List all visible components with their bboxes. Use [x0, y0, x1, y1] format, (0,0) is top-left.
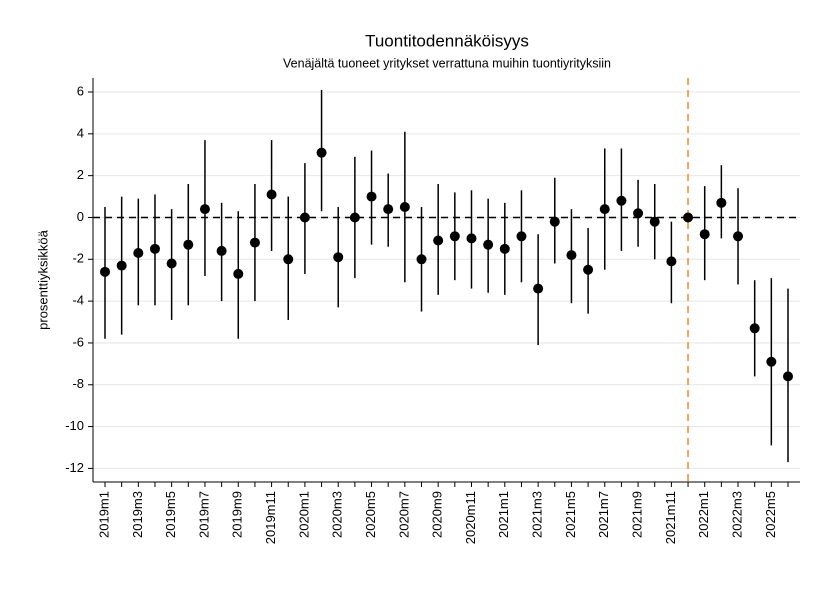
- point: [383, 204, 394, 215]
- point: [699, 229, 710, 240]
- point: [266, 189, 277, 200]
- x-tick-label: 2021m7: [596, 491, 611, 538]
- point: [433, 235, 444, 246]
- y-tick-label: 4: [77, 125, 84, 140]
- x-tick-label: 2019m5: [163, 491, 178, 538]
- y-tick-label: 2: [77, 167, 84, 182]
- y-tick-label: 6: [77, 83, 84, 98]
- point: [466, 233, 477, 244]
- x-tick-label: 2019m9: [230, 491, 245, 538]
- point: [666, 256, 677, 267]
- point: [566, 250, 577, 261]
- x-tick-label: 2022m1: [696, 491, 711, 538]
- y-tick-label: -4: [72, 293, 84, 308]
- chart-subtitle: Venäjältä tuoneet yritykset verrattuna m…: [283, 56, 611, 70]
- x-tick-label: 2021m1: [496, 491, 511, 538]
- point: [366, 191, 377, 202]
- y-tick-label: -8: [72, 376, 84, 391]
- x-tick-label: 2022m5: [763, 491, 778, 538]
- point: [716, 197, 727, 208]
- y-tick-label: -6: [72, 334, 84, 349]
- point: [233, 268, 244, 279]
- x-tick-label: 2020m1: [296, 491, 311, 538]
- x-tick-label: 2019m7: [196, 491, 211, 538]
- x-tick-label: 2021m3: [530, 491, 545, 538]
- point: [199, 204, 210, 215]
- x-tick-label: 2019m1: [96, 491, 111, 538]
- point: [166, 258, 177, 269]
- point: [516, 231, 527, 242]
- y-tick-label: -10: [65, 418, 84, 433]
- point: [133, 248, 144, 259]
- x-tick-label: 2021m5: [563, 491, 578, 538]
- point: [249, 237, 260, 248]
- point: [766, 356, 777, 367]
- point: [649, 216, 660, 227]
- point: [749, 323, 760, 334]
- point: [349, 212, 360, 223]
- point: [299, 212, 310, 223]
- y-tick-label: 0: [77, 209, 84, 224]
- point: [733, 231, 744, 242]
- point: [399, 202, 410, 213]
- point: [783, 371, 793, 382]
- point: [149, 243, 160, 254]
- x-tick-label: 2020m11: [463, 491, 478, 544]
- point: [283, 254, 294, 265]
- x-tick-label: 2021m9: [630, 491, 645, 538]
- point: [183, 239, 194, 250]
- chart-title: Tuontitodennäköisyys: [365, 31, 529, 50]
- x-tick-label: 2020m3: [330, 491, 345, 538]
- x-tick-label: 2019m3: [130, 491, 145, 538]
- point: [333, 252, 344, 263]
- x-tick-label: 2020m9: [430, 491, 445, 538]
- point: [100, 266, 110, 277]
- point: [216, 245, 227, 256]
- point: [499, 243, 510, 254]
- x-tick-label: 2021m11: [663, 491, 678, 544]
- point: [683, 212, 694, 223]
- point: [483, 239, 494, 250]
- x-tick-label: 2019m11: [263, 491, 278, 544]
- point: [616, 195, 627, 206]
- x-tick-label: 2020m7: [396, 491, 411, 538]
- point: [599, 204, 610, 215]
- point: [533, 283, 544, 294]
- point: [116, 260, 127, 271]
- point: [416, 254, 427, 265]
- y-axis-label: prosenttiyksikköä: [35, 229, 50, 329]
- point: [549, 216, 560, 227]
- point: [316, 147, 327, 158]
- y-tick-label: -12: [65, 460, 84, 475]
- x-tick-label: 2022m3: [729, 491, 744, 538]
- point: [583, 264, 594, 275]
- y-tick-label: -2: [72, 251, 84, 266]
- point: [633, 208, 644, 219]
- x-tick-label: 2020m5: [363, 491, 378, 538]
- point: [449, 231, 460, 242]
